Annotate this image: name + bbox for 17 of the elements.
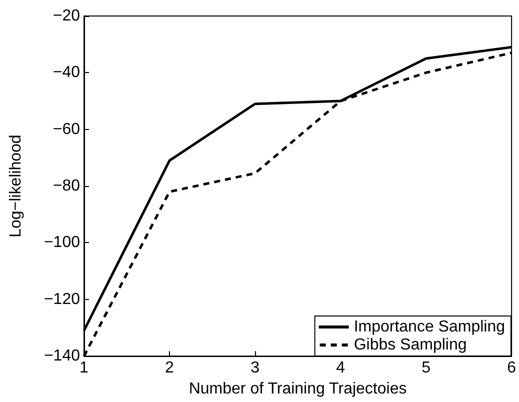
y-axis-title: Log−likelihood <box>8 134 24 238</box>
x-tick-label: 6 <box>507 360 516 377</box>
x-tick-label: 5 <box>422 360 431 377</box>
y-tick-label: −100 <box>44 234 80 252</box>
x-axis-title: Number of Training Trajectoies <box>188 380 407 398</box>
x-tick-label: 1 <box>80 360 89 377</box>
legend-label: Importance Sampling <box>354 318 505 336</box>
legend-label: Gibbs Sampling <box>354 336 467 354</box>
y-tick-label: −80 <box>52 178 80 195</box>
y-tick-label: −120 <box>44 290 80 308</box>
x-tick-label: 3 <box>250 360 260 377</box>
y-tick-label: −60 <box>52 120 80 138</box>
x-tick-label: 2 <box>165 360 174 377</box>
x-tick-label: 4 <box>336 360 346 377</box>
y-tick-label: −140 <box>44 348 80 365</box>
y-tick-label: −20 <box>52 8 80 24</box>
y-tick-label: −40 <box>52 64 80 82</box>
